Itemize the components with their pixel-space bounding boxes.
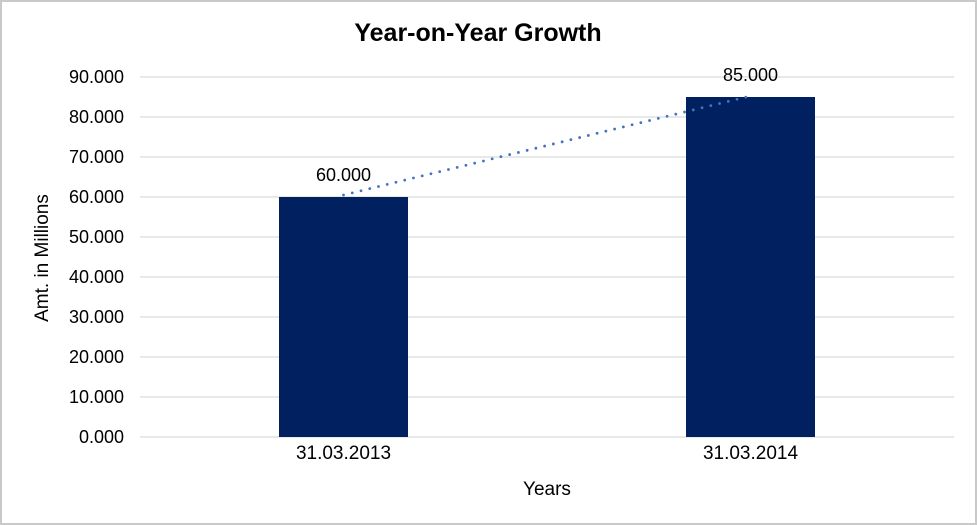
value-label: 60.000 <box>315 165 372 185</box>
y-axis-tick-labels: 0.000 10.000 20.000 30.000 40.000 50.000 60.00… <box>2 67 124 447</box>
y-tick-label: 90.000 <box>68 67 124 87</box>
y-tick-label: 80.000 <box>68 107 124 127</box>
value-label: 85.000 <box>722 65 779 85</box>
bar <box>686 97 815 437</box>
y-tick-label: 0.000 <box>78 427 124 447</box>
y-tick-label: 10.000 <box>68 387 124 407</box>
plot-area: 60.000 85.000 <box>140 65 954 438</box>
chart-title: Year-on-Year Growth <box>354 19 602 47</box>
y-tick-label: 70.000 <box>68 147 124 167</box>
y-tick-label: 20.000 <box>68 347 124 367</box>
x-axis-tick-labels: 31.03.2013 31.03.2014 <box>140 443 954 467</box>
y-tick-label: 40.000 <box>68 267 124 287</box>
y-tick-label: 50.000 <box>68 227 124 247</box>
x-tick-label: 31.03.2014 <box>702 443 799 464</box>
y-tick-label: 30.000 <box>68 307 124 327</box>
y-tick-label: 60.000 <box>68 187 124 207</box>
plot-svg <box>140 76 954 438</box>
x-tick-label: 31.03.2013 <box>295 443 392 464</box>
x-axis-title: Years <box>523 479 571 500</box>
bar <box>279 197 408 437</box>
